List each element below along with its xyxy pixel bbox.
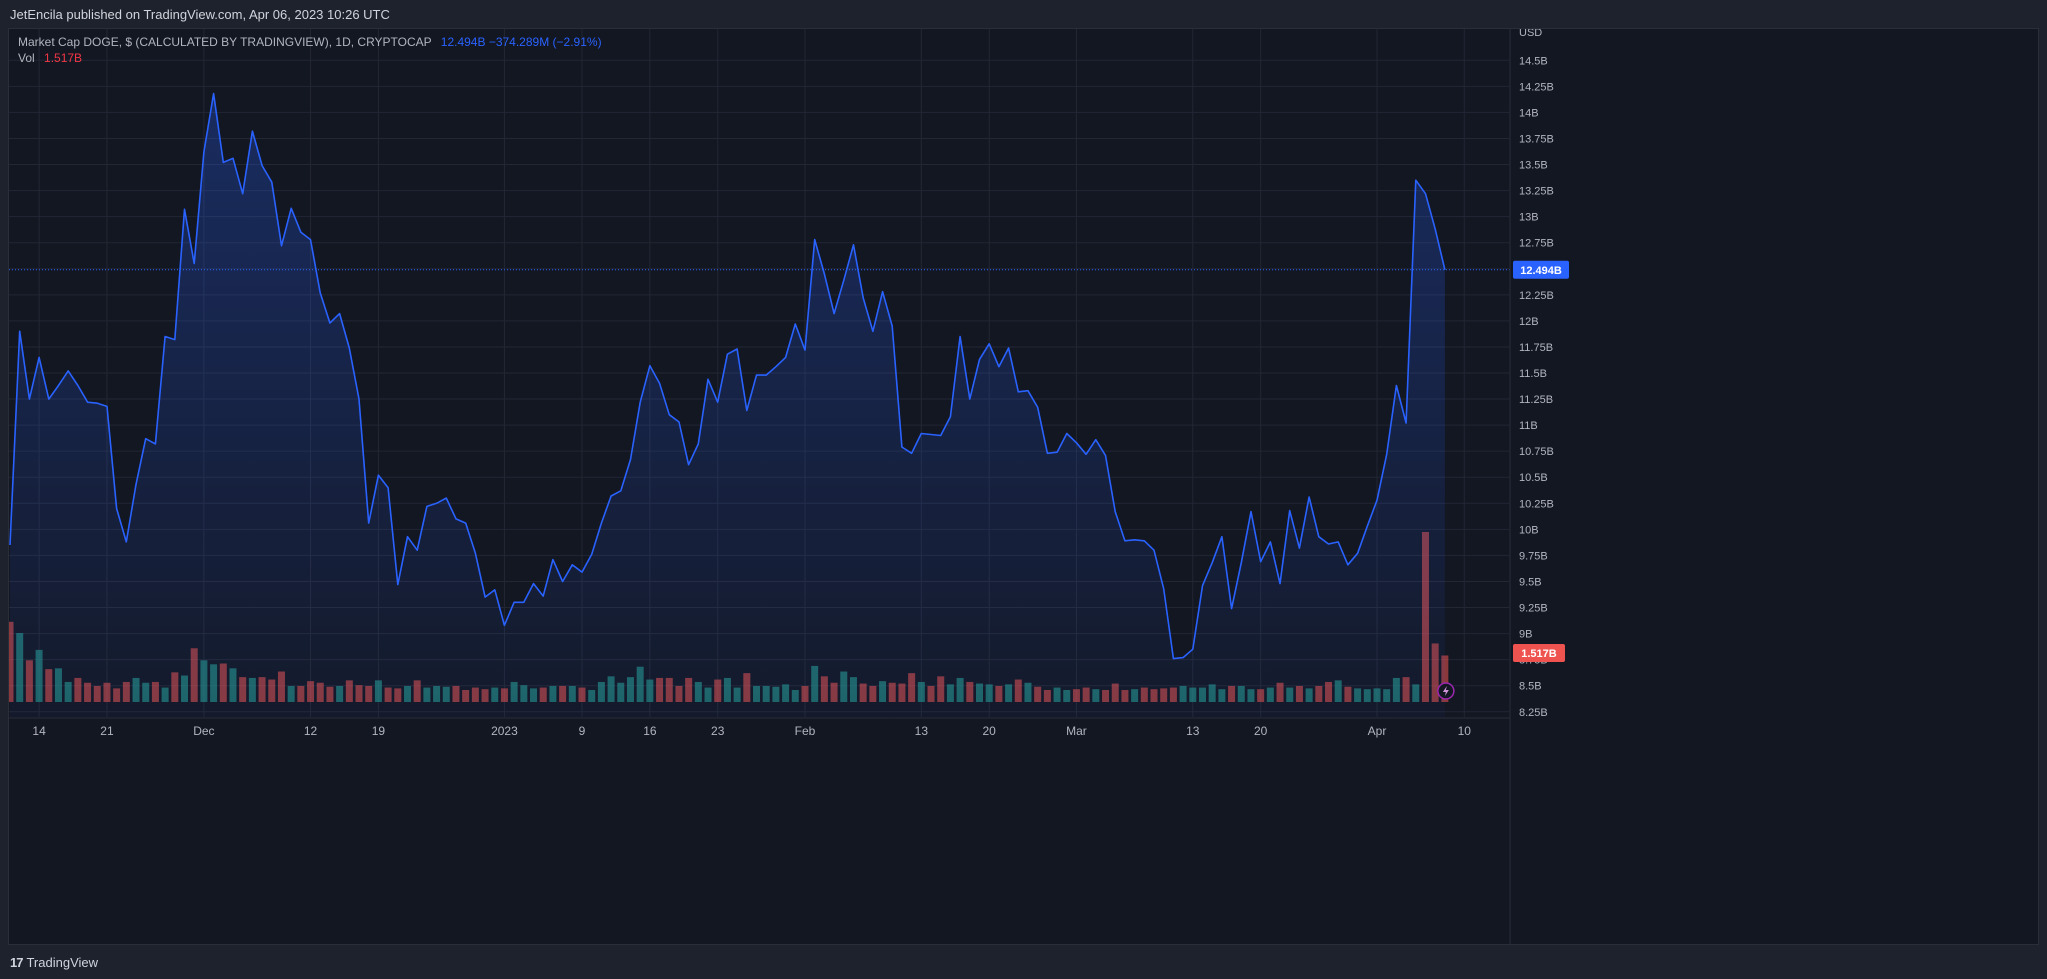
- x-tick-label: 10: [1458, 724, 1472, 738]
- y-tick-label: 10.5B: [1519, 472, 1548, 484]
- y-tick-label: 12B: [1519, 316, 1539, 328]
- x-tick-label: 19: [372, 724, 386, 738]
- x-tick-label: 21: [100, 724, 114, 738]
- y-tick-label: 12.75B: [1519, 238, 1554, 250]
- y-tick-label: 9.75B: [1519, 550, 1548, 562]
- x-tick-label: 20: [1254, 724, 1268, 738]
- x-tick-label: 13: [915, 724, 929, 738]
- x-tick-label: 20: [983, 724, 997, 738]
- chart-frame[interactable]: 8.25B8.5B8.75B9B9.25B9.5B9.75B10B10.25B1…: [8, 28, 2039, 945]
- x-tick-label: 9: [579, 724, 586, 738]
- tradingview-logo-icon: 17: [10, 955, 24, 970]
- last-price-tag: [1513, 260, 1569, 279]
- y-tick-label: 10.75B: [1519, 446, 1554, 458]
- y-tick-label: 8.25B: [1519, 707, 1548, 719]
- tradingview-logo[interactable]: 17 TradingView: [10, 955, 98, 970]
- x-tick-label: 2023: [491, 724, 518, 738]
- y-tick-label: 11.25B: [1519, 394, 1553, 406]
- y-tick-label: 9.25B: [1519, 603, 1548, 615]
- y-tick-label: 9.5B: [1519, 576, 1542, 588]
- volume-legend-value: 1.517B: [44, 51, 83, 65]
- x-tick-label: Mar: [1066, 724, 1087, 738]
- published-bar: JetEncila published on TradingView.com, …: [0, 0, 2047, 28]
- y-tick-label: 13B: [1519, 212, 1539, 224]
- footer: 17 TradingView: [0, 945, 2047, 979]
- y-tick-label: 10B: [1519, 524, 1539, 536]
- last-volume-tag: [1513, 644, 1565, 662]
- y-axis-unit: USD: [1519, 29, 1542, 39]
- volume-legend-label: Vol: [18, 51, 35, 65]
- chart-legend: Market Cap DOGE, $ (CALCULATED BY TRADIN…: [18, 35, 602, 49]
- y-tick-label: 13.75B: [1519, 133, 1554, 145]
- y-tick-label: 13.5B: [1519, 160, 1548, 172]
- tradingview-brand: TradingView: [26, 955, 99, 970]
- y-tick-label: 10.25B: [1519, 498, 1554, 510]
- y-tick-label: 14.25B: [1519, 81, 1554, 93]
- legend-values: 12.494B −374.289M (−2.91%): [440, 35, 602, 49]
- last-volume-label: 1.517B: [1521, 648, 1557, 660]
- price-area: [9, 92, 1510, 718]
- axes: 8.25B8.5B8.75B9B9.25B9.5B9.75B10B10.25B1…: [9, 29, 1569, 944]
- price-area-fill: [10, 93, 1445, 718]
- legend-symbol: Market Cap DOGE, $ (CALCULATED BY TRADIN…: [18, 35, 432, 49]
- lightning-bolt-icon: [1442, 686, 1449, 696]
- x-tick-label: Apr: [1368, 724, 1387, 738]
- y-tick-label: 9B: [1519, 629, 1532, 641]
- y-tick-label: 14B: [1519, 107, 1539, 119]
- x-tick-label: 16: [643, 724, 657, 738]
- y-tick-label: 8.5B: [1519, 681, 1542, 693]
- x-tick-label: 12: [304, 724, 318, 738]
- volume-legend: Vol 1.517B: [18, 51, 82, 65]
- y-tick-label: 13.25B: [1519, 186, 1554, 198]
- y-tick-label: 14.5B: [1519, 55, 1548, 67]
- last-price-label: 12.494B: [1520, 265, 1562, 277]
- y-tick-label: 12.25B: [1519, 290, 1554, 302]
- x-tick-label: Feb: [795, 724, 816, 738]
- price-line: [9, 92, 1446, 660]
- x-tick-label: 23: [711, 724, 725, 738]
- x-tick-label: 13: [1186, 724, 1200, 738]
- published-text: JetEncila published on TradingView.com, …: [10, 7, 390, 22]
- y-tick-label: 11.75B: [1519, 342, 1553, 354]
- y-tick-label: 11.5B: [1519, 368, 1547, 380]
- price-chart[interactable]: 8.25B8.5B8.75B9B9.25B9.5B9.75B10B10.25B1…: [9, 29, 2038, 944]
- x-tick-label: Dec: [193, 724, 214, 738]
- x-tick-label: 14: [32, 724, 46, 738]
- y-tick-label: 11B: [1519, 420, 1538, 432]
